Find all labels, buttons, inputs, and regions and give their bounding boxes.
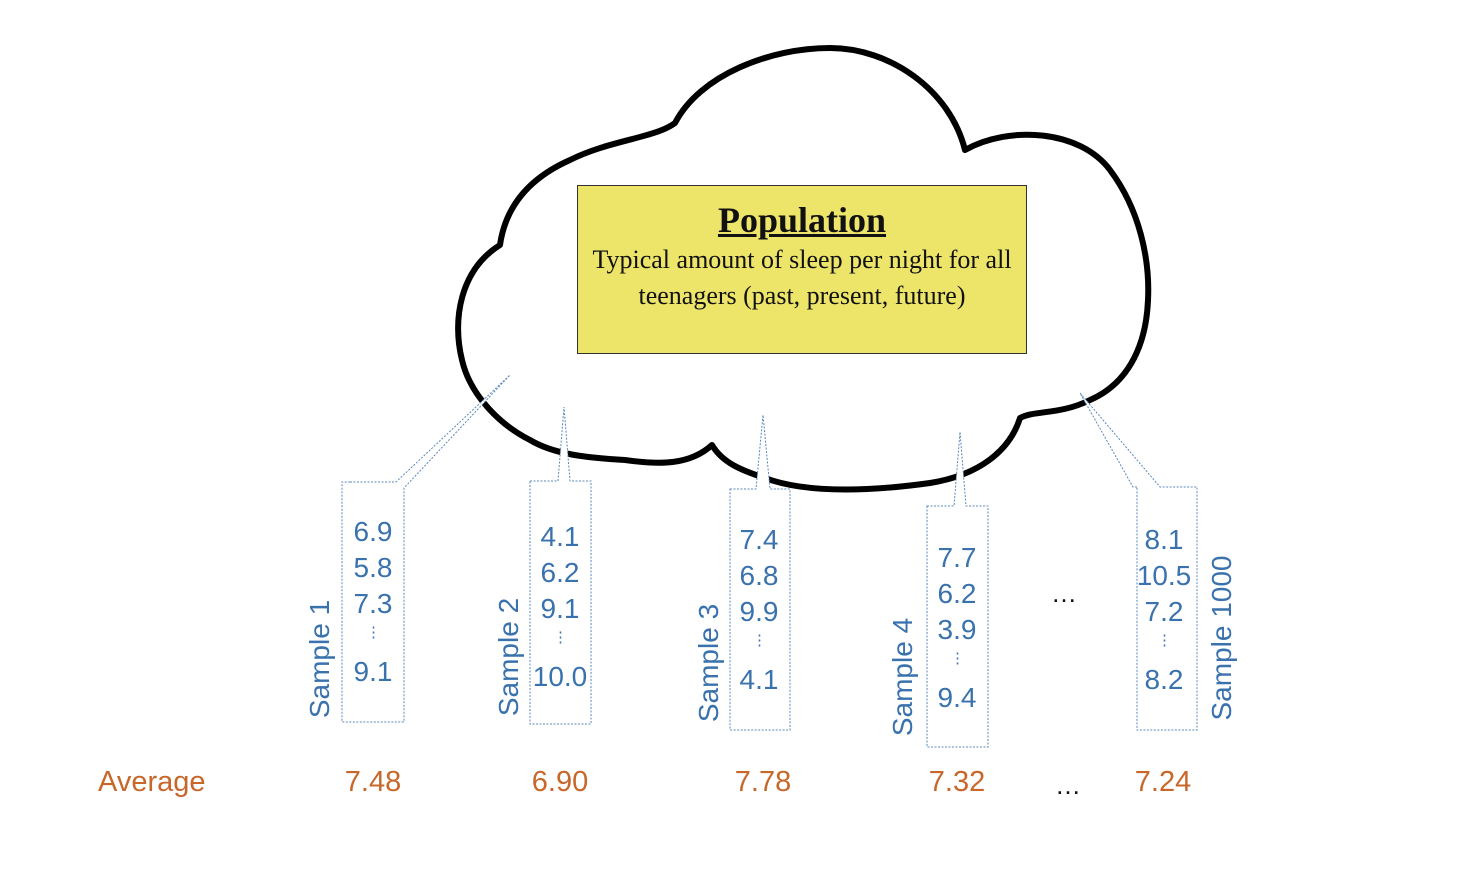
sample-1000-callout bbox=[1079, 392, 1198, 731]
sample-3-average: 7.78 bbox=[734, 766, 792, 798]
sample-4-callout bbox=[926, 431, 989, 748]
sample-3-callout bbox=[729, 414, 791, 731]
vertical-ellipsis: ⋮ bbox=[366, 624, 381, 641]
sample-1-label: Sample 1 bbox=[304, 599, 335, 719]
sample-value: 7.2 bbox=[1144, 596, 1184, 627]
average-label: Average bbox=[98, 766, 206, 798]
vertical-ellipsis: ⋮ bbox=[752, 632, 767, 649]
sample-2-callout bbox=[529, 406, 592, 725]
sample-value: 9.1 bbox=[540, 593, 580, 624]
sample-value: 8.2 bbox=[1144, 664, 1184, 695]
sample-1-average: 7.48 bbox=[344, 766, 402, 798]
sample-1000-values: 8.1 10.5 7.2 ⋮ 8.2 bbox=[1132, 522, 1196, 698]
sample-4-label: Sample 4 bbox=[887, 617, 918, 737]
sample-4-average: 7.32 bbox=[928, 766, 986, 798]
sample-value: 7.3 bbox=[353, 588, 393, 619]
population-box: Population Typical amount of sleep per n… bbox=[577, 185, 1027, 354]
sample-value: 9.1 bbox=[353, 656, 393, 687]
sample-value: 4.1 bbox=[739, 664, 779, 695]
population-description: Typical amount of sleep per night for al… bbox=[592, 245, 1012, 310]
sample-value: 5.8 bbox=[353, 552, 393, 583]
sample-1-values: 6.9 5.8 7.3 ⋮ 9.1 bbox=[341, 514, 405, 690]
sample-value: 8.1 bbox=[1144, 524, 1184, 555]
sample-value: 4.1 bbox=[540, 521, 580, 552]
sample-value: 9.4 bbox=[937, 682, 977, 713]
sample-1-callout bbox=[341, 374, 511, 723]
sample-1000-average: 7.24 bbox=[1134, 766, 1192, 798]
sample-value: 10.5 bbox=[1136, 560, 1192, 591]
sample-value: 3.9 bbox=[937, 614, 977, 645]
sample-value: 6.9 bbox=[353, 516, 393, 547]
sample-2-average: 6.90 bbox=[531, 766, 589, 798]
sample-value: 6.8 bbox=[739, 560, 779, 591]
vertical-ellipsis: ⋮ bbox=[950, 650, 965, 667]
sample-4-values: 7.7 6.2 3.9 ⋮ 9.4 bbox=[925, 540, 989, 716]
sample-value: 6.2 bbox=[540, 557, 580, 588]
sample-value: 7.7 bbox=[937, 542, 977, 573]
vertical-ellipsis: ⋮ bbox=[553, 629, 568, 646]
samples-ellipsis: … bbox=[1051, 578, 1077, 608]
averages-ellipsis: … bbox=[1055, 770, 1081, 800]
sample-3-values: 7.4 6.8 9.9 ⋮ 4.1 bbox=[727, 522, 791, 698]
sample-2-values: 4.1 6.2 9.1 ⋮ 10.0 bbox=[528, 519, 592, 695]
population-title: Population bbox=[717, 200, 887, 240]
sample-value: 10.0 bbox=[532, 661, 588, 692]
sample-2-label: Sample 2 bbox=[493, 597, 524, 717]
vertical-ellipsis: ⋮ bbox=[1157, 632, 1172, 649]
sample-3-label: Sample 3 bbox=[693, 603, 724, 723]
sample-1000-label: Sample 1000 bbox=[1206, 555, 1237, 721]
sample-value: 9.9 bbox=[739, 596, 779, 627]
sample-value: 7.4 bbox=[739, 524, 779, 555]
sample-value: 6.2 bbox=[937, 578, 977, 609]
